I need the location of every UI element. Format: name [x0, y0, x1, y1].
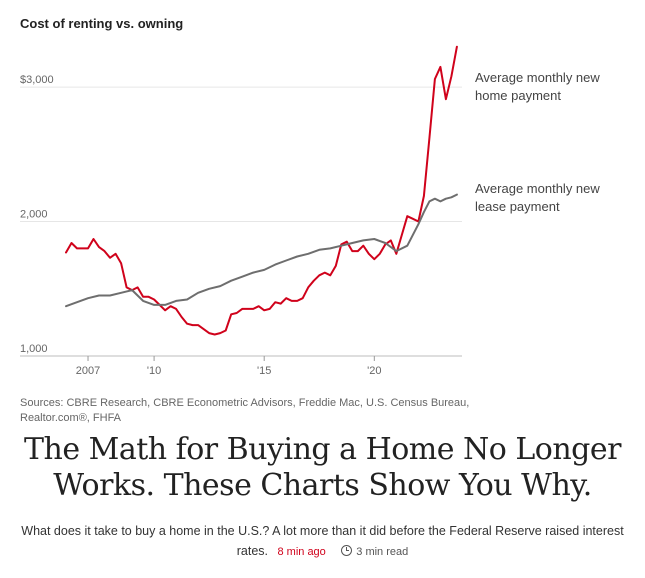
article-dek: What does it take to buy a home in the U… — [10, 521, 635, 562]
series-label: Average monthly new lease payment — [475, 181, 600, 214]
x-tick-label: 2007 — [76, 365, 100, 377]
x-tick-label: '15 — [257, 365, 271, 377]
read-time-label: 3 min read — [356, 546, 409, 558]
y-tick-label: 1,000 — [20, 343, 48, 355]
series-label-line: Average monthly new — [475, 70, 600, 85]
x-tick-label: '20 — [367, 365, 381, 377]
chart-sources: Sources: CBRE Research, CBRE Econometric… — [20, 397, 470, 424]
clock-icon — [341, 545, 353, 556]
timestamp: 8 min ago — [277, 546, 326, 558]
read-time: 3 min read — [341, 545, 409, 558]
x-tick-label: '10 — [147, 365, 161, 377]
series-label-line: home payment — [475, 88, 561, 103]
series-label-line: lease payment — [475, 199, 560, 214]
series-label-line: Average monthly new — [475, 181, 600, 196]
line-chart: $3,000 2,000 1,000 2007 '10 '15 '20 Average mo… — [20, 45, 600, 377]
series-label: Average monthly new home payment — [475, 70, 600, 103]
article-summary: What does it take to buy a home in the U… — [21, 524, 624, 558]
chart-card: Cost of renting vs. owning $3,000 2,000 1,… — [20, 16, 600, 424]
article-headline[interactable]: The Math for Buying a Home No Longer Wor… — [24, 432, 622, 503]
chart-title: Cost of renting vs. owning — [20, 16, 184, 31]
y-tick-label: $3,000 — [20, 74, 54, 86]
y-tick-label: 2,000 — [20, 209, 48, 221]
series-line — [65, 193, 458, 308]
